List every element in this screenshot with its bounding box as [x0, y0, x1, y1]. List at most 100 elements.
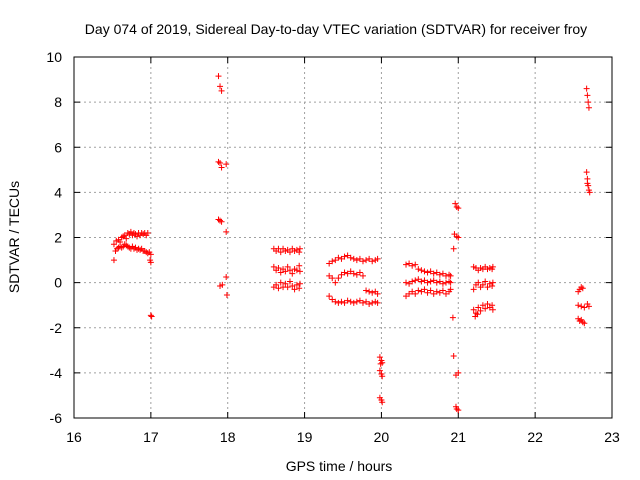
data-point	[586, 189, 593, 196]
data-point	[127, 228, 134, 235]
data-point	[489, 306, 496, 313]
data-point	[409, 262, 416, 269]
data-point	[350, 255, 357, 262]
data-point	[369, 299, 376, 306]
data-point	[289, 270, 296, 277]
data-point	[433, 288, 440, 295]
series-arc-22.55-22.7	[575, 85, 593, 327]
data-point	[296, 285, 303, 292]
data-point	[347, 268, 354, 275]
data-point	[218, 164, 225, 171]
data-point	[326, 260, 333, 267]
data-point	[374, 290, 381, 297]
data-point	[110, 241, 117, 248]
data-point	[369, 258, 376, 265]
data-point	[421, 268, 428, 275]
data-point	[369, 289, 376, 296]
data-point	[427, 268, 434, 275]
data-point	[353, 271, 360, 278]
data-point	[329, 296, 336, 303]
data-point	[489, 263, 496, 270]
data-point	[482, 278, 489, 285]
data-point	[284, 284, 291, 291]
series-arc-16.5-17.0-lower	[110, 241, 154, 266]
data-point	[344, 297, 351, 304]
data-point	[329, 258, 336, 265]
data-point	[296, 262, 303, 269]
data-point	[436, 289, 443, 296]
data-point	[455, 205, 462, 212]
data-point	[479, 302, 486, 309]
data-point	[376, 367, 383, 374]
data-point	[359, 258, 366, 265]
data-point	[366, 255, 373, 262]
data-point	[296, 268, 303, 275]
data-point	[338, 255, 345, 262]
data-point	[284, 263, 291, 270]
data-point	[470, 306, 477, 313]
data-point	[293, 267, 300, 274]
data-point	[356, 297, 363, 304]
series-arc-18.6-18.9-middle	[270, 262, 303, 277]
data-point	[332, 279, 339, 286]
series-arc-18.6-18.9-top	[270, 245, 303, 256]
data-point	[409, 278, 416, 285]
series-arc-20.0-drop	[376, 354, 386, 406]
data-point	[436, 278, 443, 285]
x-tick-label: 22	[527, 429, 543, 445]
data-point	[415, 276, 422, 283]
data-point	[359, 299, 366, 306]
data-point	[489, 302, 496, 309]
x-tick-label: 16	[66, 429, 82, 445]
data-point	[277, 249, 284, 256]
data-point	[344, 270, 351, 277]
y-axis-label: SDTVAR / TECUs	[6, 181, 22, 293]
data-point	[403, 293, 410, 300]
data-point	[578, 303, 585, 310]
x-tick-label: 23	[604, 429, 620, 445]
data-point	[282, 280, 289, 287]
data-point	[430, 277, 437, 284]
data-point	[353, 298, 360, 305]
data-point	[455, 369, 462, 376]
data-point	[376, 354, 383, 361]
data-point	[134, 233, 141, 240]
data-point	[475, 304, 482, 311]
data-point	[344, 252, 351, 259]
data-point	[446, 271, 453, 278]
data-point	[447, 272, 454, 279]
data-point	[277, 279, 284, 286]
data-point	[289, 283, 296, 290]
data-point	[374, 299, 381, 306]
data-point	[583, 169, 590, 176]
data-point	[418, 288, 425, 295]
series-arc-19.3-19.95-middle	[326, 268, 381, 297]
y-tick-label: 2	[54, 230, 62, 246]
data-point	[474, 311, 481, 318]
y-tick-label: 10	[46, 49, 62, 65]
data-point	[147, 312, 154, 319]
data-point	[275, 285, 282, 292]
data-point	[585, 99, 592, 106]
data-point	[484, 284, 491, 291]
data-point	[332, 298, 339, 305]
series-arc-20.95-spike	[449, 200, 462, 414]
data-point	[147, 251, 154, 258]
data-point	[446, 278, 453, 285]
data-point	[219, 281, 226, 288]
x-tick-label: 17	[143, 429, 159, 445]
data-point	[433, 269, 440, 276]
data-point	[291, 286, 298, 293]
data-point	[424, 279, 431, 286]
data-point	[439, 270, 446, 277]
data-point	[377, 360, 384, 367]
x-tick-label: 20	[374, 429, 390, 445]
data-point	[217, 217, 224, 224]
data-point	[412, 290, 419, 297]
data-point	[449, 314, 456, 321]
data-point	[338, 298, 345, 305]
data-point	[415, 287, 422, 294]
data-point	[217, 83, 224, 90]
data-point	[329, 275, 336, 282]
